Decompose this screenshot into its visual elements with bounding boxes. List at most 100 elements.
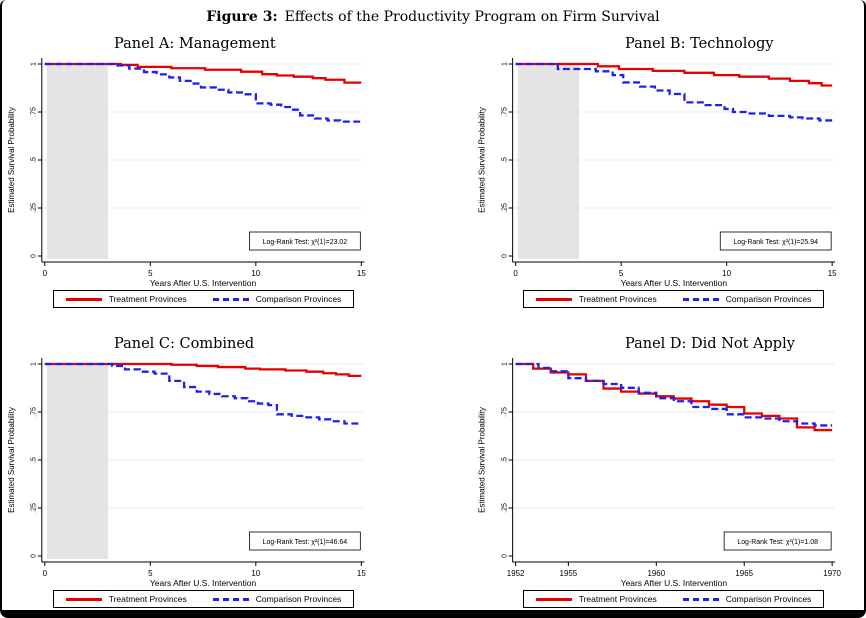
panel-d-title: Panel D: Did Not Apply bbox=[625, 336, 795, 352]
x-tick-label: 5 bbox=[619, 269, 624, 278]
logrank-label: Log-Rank Test: χ²(1)=1.08 bbox=[737, 539, 818, 546]
legend-row: Treatment Provinces Comparison Provinces bbox=[2, 590, 433, 608]
y-tick-label: .5 bbox=[502, 457, 509, 463]
comparison-line-sample bbox=[212, 597, 249, 601]
x-tick-label: 15 bbox=[357, 269, 366, 278]
logrank-box bbox=[249, 231, 361, 251]
treatment-line-sample bbox=[535, 597, 572, 601]
x-tick-label: 15 bbox=[828, 269, 837, 278]
y-tick-label: 0 bbox=[31, 254, 38, 258]
y-tick-label: .5 bbox=[31, 457, 38, 463]
panel-d: Panel D: Did Not Apply 0 .25 .5 .75 1 Estimat… bbox=[433, 334, 864, 608]
y-tick-label: .25 bbox=[502, 203, 509, 213]
treatment-label: Treatment Provinces bbox=[108, 294, 187, 304]
x-tick-label: 0 bbox=[43, 269, 48, 278]
y-tick-label: .25 bbox=[502, 503, 509, 513]
treatment-line-sample bbox=[65, 297, 102, 301]
comparison-line-sample bbox=[212, 297, 249, 301]
x-axis-title: Years After U.S. Intervention bbox=[621, 578, 728, 588]
y-axis-title: Estimated Survival Probability bbox=[7, 407, 16, 513]
treatment-label: Treatment Provinces bbox=[578, 294, 657, 304]
x-tick-label: 1952 bbox=[507, 569, 525, 578]
intervention-shade bbox=[46, 64, 109, 259]
y-tick-label: 1 bbox=[502, 62, 509, 66]
y-tick-label: .5 bbox=[502, 157, 509, 163]
x-tick-label: 1970 bbox=[823, 569, 841, 578]
treatment-curve bbox=[515, 62, 833, 87]
logrank-label: Log-Rank Test: χ²(1)=23.02 bbox=[263, 239, 348, 246]
y-axis-title: Estimated Survival Probability bbox=[478, 407, 487, 513]
y-tick-label: .5 bbox=[31, 157, 38, 163]
x-tick-label: 1955 bbox=[560, 569, 578, 578]
survival-plot-panel-d: 0 .25 .5 .75 1 Estimated Survival Probability… bbox=[478, 358, 842, 588]
comparison-line-sample bbox=[682, 597, 719, 601]
x-axis-title: Years After U.S. Intervention bbox=[150, 278, 257, 288]
y-axis-title: Estimated Survival Probability bbox=[7, 107, 16, 213]
y-tick-label: 0 bbox=[502, 554, 509, 558]
legend-item-comparison: Comparison Provinces bbox=[682, 594, 811, 604]
x-tick-label: 1965 bbox=[735, 569, 753, 578]
panel-c: Panel C: Combined 0 .25 .5 .75 1 Estimated Su… bbox=[2, 334, 433, 608]
y-tick-label: 0 bbox=[502, 254, 509, 258]
y-tick-label: .75 bbox=[31, 407, 38, 417]
y-tick-label: 1 bbox=[31, 62, 38, 66]
x-tick-label: 15 bbox=[357, 569, 366, 578]
figure-title: Figure 3: Effects of the Productivity Pro… bbox=[2, 4, 864, 34]
figure-number: Figure 3: bbox=[206, 9, 278, 25]
logrank-box bbox=[249, 531, 361, 551]
treatment-line-sample bbox=[535, 297, 572, 301]
logrank-label: Log-Rank Test: χ²(1)=46.64 bbox=[263, 539, 348, 546]
panel-b: Panel B: Technology 0 .25 .5 .75 1 Estimated … bbox=[433, 34, 864, 308]
x-tick-label: 1960 bbox=[647, 569, 665, 578]
y-tick-label: .75 bbox=[31, 107, 38, 117]
figure-title-text: Effects of the Productivity Program on F… bbox=[284, 9, 660, 25]
comparison-curve bbox=[44, 362, 362, 425]
x-tick-label: 0 bbox=[513, 269, 518, 278]
comparison-label: Comparison Provinces bbox=[725, 294, 812, 304]
y-tick-label: 0 bbox=[31, 554, 38, 558]
panel-a: Panel A: Management 0 .25 .5 .75 1 Estimated … bbox=[2, 34, 433, 308]
survival-plot-panel-c: 0 .25 .5 .75 1 Estimated Survival Probability… bbox=[7, 358, 366, 588]
x-axis-title: Years After U.S. Intervention bbox=[621, 278, 728, 288]
y-tick-label: .25 bbox=[31, 203, 38, 213]
treatment-line-sample bbox=[65, 597, 102, 601]
legend-row: Treatment Provinces Comparison Provinces bbox=[433, 590, 864, 608]
treatment-curve bbox=[44, 362, 362, 378]
panel-c-title: Panel C: Combined bbox=[114, 336, 255, 352]
legend-item-comparison: Comparison Provinces bbox=[682, 294, 812, 304]
panel-grid: Panel A: Management 0 .25 .5 .75 1 Estimated … bbox=[2, 34, 864, 608]
legend: Treatment Provinces Comparison Provinces bbox=[52, 590, 355, 608]
legend-item-treatment: Treatment Provinces bbox=[535, 594, 657, 604]
treatment-label: Treatment Provinces bbox=[578, 594, 657, 604]
legend-item-treatment: Treatment Provinces bbox=[65, 594, 187, 604]
y-tick-label: 1 bbox=[31, 362, 38, 366]
logrank-box bbox=[723, 531, 832, 551]
comparison-curve bbox=[44, 62, 362, 123]
y-tick-label: .75 bbox=[502, 107, 509, 117]
legend: Treatment Provinces Comparison Provinces bbox=[522, 590, 825, 608]
y-tick-label: 1 bbox=[502, 362, 509, 366]
legend-row: Treatment Provinces Comparison Provinces bbox=[2, 290, 433, 308]
y-tick-label: .25 bbox=[31, 503, 38, 513]
legend-item-treatment: Treatment Provinces bbox=[535, 294, 657, 304]
intervention-shade bbox=[46, 364, 109, 559]
intervention-shade bbox=[517, 64, 579, 259]
treatment-curve bbox=[44, 62, 362, 84]
treatment-label: Treatment Provinces bbox=[108, 594, 187, 604]
legend-item-comparison: Comparison Provinces bbox=[212, 294, 342, 304]
y-tick-label: .75 bbox=[502, 407, 509, 417]
comparison-curve bbox=[515, 62, 833, 122]
survival-plot-panel-a: 0 .25 .5 .75 1 Estimated Survival Probability… bbox=[7, 58, 366, 288]
comparison-line-sample bbox=[682, 297, 719, 301]
panel-b-title: Panel B: Technology bbox=[625, 36, 774, 52]
x-tick-label: 0 bbox=[43, 569, 48, 578]
x-axis-title: Years After U.S. Intervention bbox=[150, 578, 257, 588]
legend-item-treatment: Treatment Provinces bbox=[65, 294, 187, 304]
x-tick-label: 10 bbox=[251, 569, 260, 578]
x-tick-label: 5 bbox=[148, 269, 153, 278]
legend-item-comparison: Comparison Provinces bbox=[212, 594, 342, 604]
comparison-curve bbox=[515, 362, 833, 427]
x-tick-label: 5 bbox=[148, 569, 153, 578]
comparison-label: Comparison Provinces bbox=[255, 594, 342, 604]
comparison-label: Comparison Provinces bbox=[255, 294, 342, 304]
